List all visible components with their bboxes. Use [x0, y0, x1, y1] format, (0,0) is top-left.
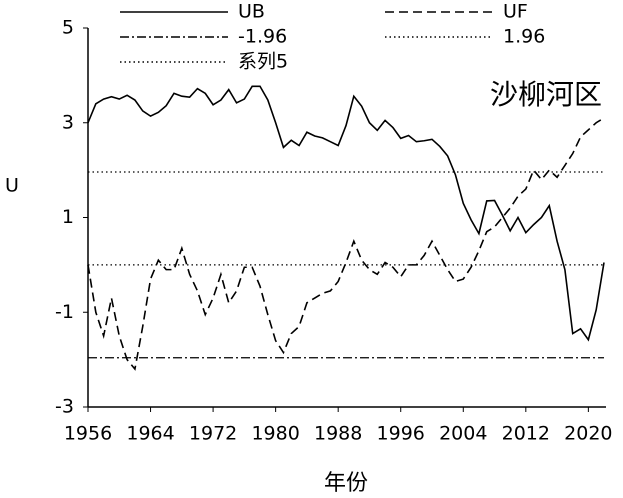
y-axis-label: U — [5, 175, 19, 197]
x-tick-label: 1964 — [126, 423, 174, 445]
legend-label: 系列5 — [238, 51, 288, 73]
x-tick-label: 1988 — [314, 423, 362, 445]
legend-label: UB — [238, 1, 265, 23]
series-line — [87, 117, 605, 371]
legend-label: -1.96 — [238, 26, 287, 48]
x-tick-label: 1980 — [251, 423, 299, 445]
annotation: 沙柳河区 — [490, 78, 602, 111]
x-tick-label: 1972 — [189, 423, 237, 445]
x-tick-label: 2020 — [564, 423, 612, 445]
y-tick-label: 1 — [62, 206, 74, 228]
series-line — [87, 85, 605, 342]
x-tick-label: 2004 — [439, 423, 487, 445]
y-tick-label: 5 — [62, 17, 74, 39]
x-axis-label: 年份 — [324, 471, 368, 496]
y-tick-label: -1 — [55, 301, 74, 323]
x-tick-label: 2012 — [502, 423, 550, 445]
y-tick-label: 3 — [62, 111, 74, 133]
legend-label: 1.96 — [503, 26, 545, 48]
legend-label: UF — [503, 1, 528, 23]
x-tick-label: 1996 — [377, 423, 425, 445]
y-tick-label: -3 — [55, 396, 74, 418]
x-tick-label: 1956 — [64, 423, 112, 445]
